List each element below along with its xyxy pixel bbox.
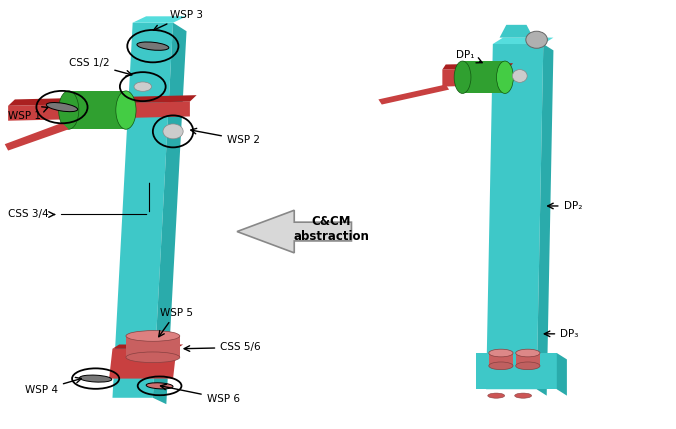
Text: DP₁: DP₁	[456, 50, 482, 63]
Polygon shape	[8, 95, 197, 106]
Polygon shape	[153, 23, 187, 404]
Ellipse shape	[134, 82, 151, 91]
Text: WSP 5: WSP 5	[159, 308, 193, 337]
Text: WSP 2: WSP 2	[191, 128, 260, 145]
Text: CSS 3/4: CSS 3/4	[8, 209, 55, 220]
Ellipse shape	[516, 362, 540, 370]
Ellipse shape	[514, 393, 531, 398]
Ellipse shape	[116, 91, 136, 129]
Polygon shape	[109, 349, 176, 379]
Text: WSP 1: WSP 1	[8, 107, 48, 121]
Polygon shape	[493, 38, 554, 44]
Ellipse shape	[512, 69, 527, 82]
Ellipse shape	[163, 124, 183, 139]
Ellipse shape	[146, 383, 173, 389]
Text: C&CM
abstraction: C&CM abstraction	[293, 215, 369, 243]
Text: WSP 6: WSP 6	[160, 384, 240, 404]
Text: DP₂: DP₂	[548, 201, 582, 211]
Text: WSP 3: WSP 3	[153, 10, 203, 30]
Ellipse shape	[489, 362, 513, 370]
Polygon shape	[8, 102, 190, 121]
Polygon shape	[476, 353, 557, 389]
Polygon shape	[5, 123, 69, 151]
Ellipse shape	[126, 331, 180, 341]
Polygon shape	[132, 16, 187, 23]
Ellipse shape	[489, 349, 513, 357]
Polygon shape	[442, 67, 510, 87]
Polygon shape	[126, 336, 180, 357]
Text: WSP 4: WSP 4	[25, 378, 81, 395]
Polygon shape	[112, 23, 173, 398]
Polygon shape	[66, 91, 126, 129]
Ellipse shape	[137, 42, 169, 50]
Polygon shape	[516, 353, 540, 366]
Polygon shape	[379, 85, 449, 105]
Ellipse shape	[516, 349, 540, 357]
Text: CSS 5/6: CSS 5/6	[184, 342, 261, 353]
Ellipse shape	[488, 393, 504, 398]
Polygon shape	[489, 353, 513, 366]
Ellipse shape	[526, 31, 548, 48]
Polygon shape	[442, 63, 513, 69]
Polygon shape	[237, 210, 352, 253]
Ellipse shape	[454, 61, 471, 94]
Polygon shape	[486, 44, 544, 389]
Text: CSS 1/2: CSS 1/2	[69, 58, 132, 76]
Polygon shape	[557, 353, 567, 396]
Ellipse shape	[497, 61, 513, 94]
Polygon shape	[462, 61, 505, 94]
Ellipse shape	[80, 375, 112, 382]
Polygon shape	[112, 344, 183, 349]
Text: DP₃: DP₃	[544, 329, 579, 339]
Ellipse shape	[46, 103, 78, 112]
Ellipse shape	[59, 91, 79, 129]
Polygon shape	[537, 44, 554, 396]
Ellipse shape	[126, 352, 180, 363]
Polygon shape	[500, 25, 533, 38]
